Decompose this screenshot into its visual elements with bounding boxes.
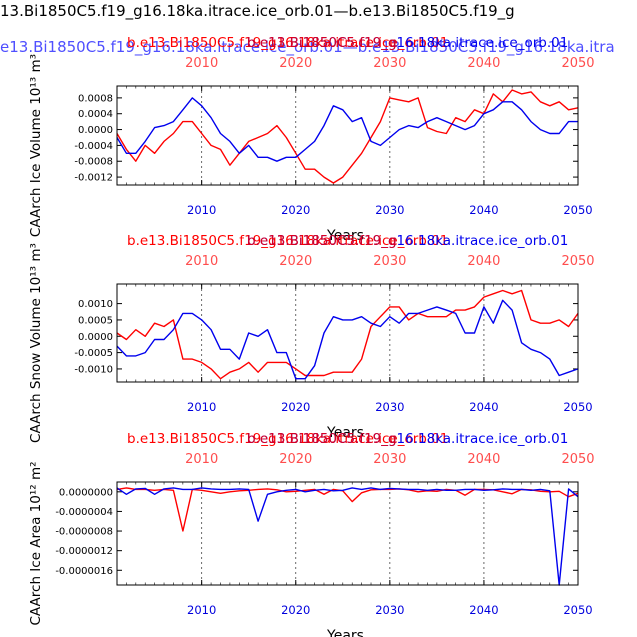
top-x-tick-label: 2020: [279, 452, 312, 467]
y-tick-label: 0.0000000: [59, 487, 113, 498]
y-tick-label: -0.0000008: [55, 527, 113, 538]
y-axis-label: CAArch Ice Area 10¹² m²: [28, 461, 44, 625]
series-line-blue: [116, 299, 579, 380]
y-tick-label: -0.0000016: [55, 566, 113, 577]
x-tick-label: 2050: [563, 603, 592, 617]
y-tick-label: 0.0005: [78, 315, 113, 326]
y-tick-label: 0.0000: [78, 125, 113, 136]
header-title-line-1: 13.Bi1850C5.f19_g16.18ka.itrace.ice_orb.…: [0, 2, 515, 20]
chart-title-red: b.e13.Bi1850C5.f19_g16.18ka.itrace.ice_o…: [127, 431, 448, 447]
x-tick-label: 2010: [187, 400, 216, 414]
plot-frame: [116, 283, 579, 383]
top-x-tick-label: 2010: [185, 254, 218, 269]
top-x-tick-label: 2010: [185, 56, 218, 71]
chart-title-red: b.e13.Bi1850C5.f19_g16.18ka.itrace.ice_o…: [127, 233, 448, 249]
y-tick-label: 0.0004: [78, 109, 113, 120]
series-line-red: [116, 487, 579, 532]
x-tick-label: 2050: [563, 400, 592, 414]
x-axis-label: Years: [326, 425, 364, 441]
chart-panel-2: b.e13.Bi1850C5.f19_g16.18ka.itrace.ice_o…: [28, 233, 595, 443]
top-x-tick-label: 2040: [467, 56, 500, 71]
chart-title-overlap: b.e13.Bi1850C5.f19_g: [247, 233, 397, 249]
y-tick-label: 0.0000: [78, 332, 113, 343]
x-tick-label: 2030: [375, 603, 404, 617]
series-line-blue: [116, 97, 578, 162]
chart-title-red: b.e13.Bi1850C5.f19_g16.18ka.itrace.ice_o…: [127, 35, 448, 51]
series-line-red: [116, 289, 579, 380]
x-tick-label: 2020: [281, 603, 310, 617]
plot-frame: [116, 85, 579, 186]
top-x-tick-label: 2010: [185, 452, 218, 467]
x-tick-label: 2040: [469, 603, 498, 617]
chart-title-blue: b.e13.Bi1850C5.f19_g16.18ka.itrace.ice_o…: [247, 233, 568, 249]
x-tick-label: 2020: [281, 400, 310, 414]
y-tick-label: -0.0000004: [55, 507, 113, 518]
top-x-tick-label: 2020: [279, 254, 312, 269]
chart-panel-1: b.e13.Bi1850C5.f19_g16.18ka.itrace.ice_o…: [28, 35, 595, 244]
x-axis-label: Years: [326, 628, 364, 637]
x-tick-label: 2050: [563, 203, 592, 217]
top-x-tick-label: 2040: [467, 254, 500, 269]
y-tick-label: 0.0008: [78, 93, 113, 104]
x-tick-label: 2040: [469, 203, 498, 217]
y-tick-label: -0.0004: [74, 141, 113, 152]
chart-title-overlap: b.e13.Bi1850C5.f19_g: [247, 35, 397, 51]
top-x-tick-label: 2030: [373, 254, 406, 269]
x-tick-label: 2040: [469, 400, 498, 414]
top-x-tick-label: 2030: [373, 56, 406, 71]
y-tick-label: 0.0010: [78, 299, 113, 310]
chart-panel-3: b.e13.Bi1850C5.f19_g16.18ka.itrace.ice_o…: [28, 431, 595, 637]
top-x-tick-label: 2030: [373, 452, 406, 467]
chart-title-blue: b.e13.Bi1850C5.f19_g16.18ka.itrace.ice_o…: [247, 431, 568, 447]
top-x-tick-label: 2020: [279, 56, 312, 71]
x-tick-label: 2030: [375, 400, 404, 414]
y-tick-label: -0.0005: [74, 348, 113, 359]
y-tick-label: -0.0010: [74, 364, 113, 375]
y-tick-label: -0.0012: [74, 173, 113, 184]
chart-title-overlap: b.e13.Bi1850C5.f19_g: [247, 431, 397, 447]
x-axis-label: Years: [326, 228, 364, 244]
x-tick-label: 2010: [187, 203, 216, 217]
x-tick-label: 2010: [187, 603, 216, 617]
header-title-line-2: e13.Bi1850C5.f19_g16.18ka.itrace.ice_orb…: [0, 38, 615, 56]
y-tick-label: -0.0000012: [55, 546, 113, 557]
y-axis-label: CAArch Ice Volume 10¹³ m³: [28, 54, 44, 237]
chart-title-blue: b.e13.Bi1850C5.f19_g16.18ka.itrace.ice_o…: [247, 35, 568, 51]
top-x-tick-label: 2050: [561, 254, 594, 269]
top-x-tick-label: 2050: [561, 56, 594, 71]
x-tick-label: 2020: [281, 203, 310, 217]
plot-frame: [116, 481, 579, 586]
top-x-tick-label: 2040: [467, 452, 500, 467]
y-axis-label: CAArch Snow Volume 10¹³ m³: [28, 243, 44, 443]
series-line-red: [116, 89, 579, 184]
x-tick-label: 2030: [375, 203, 404, 217]
series-line-blue: [116, 487, 579, 586]
y-tick-label: -0.0008: [74, 157, 113, 168]
top-x-tick-label: 2050: [561, 452, 594, 467]
